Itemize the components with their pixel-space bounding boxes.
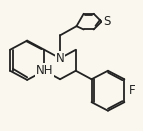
Text: N: N — [56, 52, 64, 65]
Text: S: S — [103, 15, 110, 28]
Text: NH: NH — [36, 64, 53, 77]
Text: F: F — [129, 84, 136, 97]
